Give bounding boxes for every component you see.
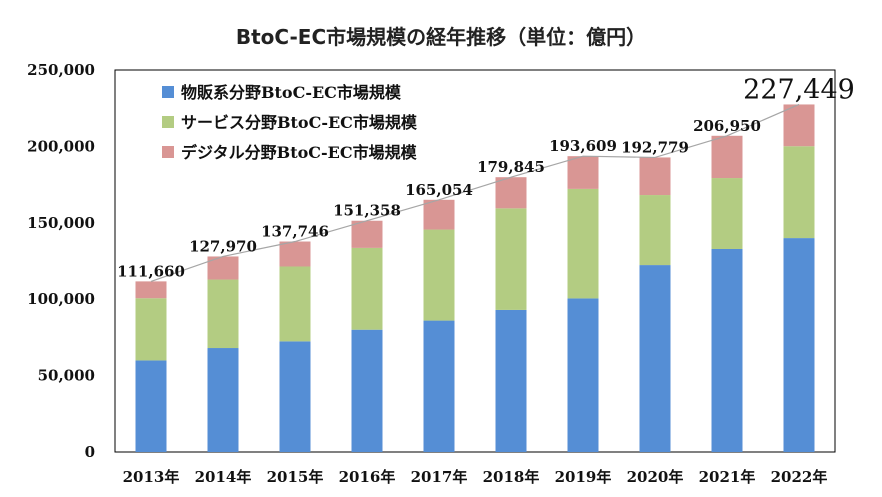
bar-segment-3: [495, 177, 527, 209]
bar-segment-2: [279, 266, 311, 342]
total-trend-line: [150, 103, 800, 282]
x-tick-label: 2020年: [627, 468, 684, 486]
total-label: 137,746: [261, 223, 329, 241]
bar-segment-3: [279, 241, 311, 267]
total-label: 206,950: [693, 117, 761, 135]
bar-segment-2: [423, 229, 455, 321]
legend-label-3: デジタル分野BtoC-EC市場規模: [181, 143, 418, 162]
bar-segment-3: [351, 220, 383, 248]
bar-segment-2: [567, 188, 599, 299]
bar-segment-2: [135, 298, 167, 361]
x-tick-label: 2013年: [123, 468, 180, 486]
bar-segment-3: [567, 156, 599, 189]
bar-segment-3: [711, 135, 743, 179]
y-tick-label: 200,000: [27, 137, 95, 155]
legend-label-2: サービス分野BtoC-EC市場規模: [181, 113, 418, 132]
bar-segment-1: [639, 265, 671, 452]
bar-segment-1: [279, 341, 311, 452]
x-tick-label: 2016年: [339, 468, 396, 486]
x-tick-label: 2021年: [699, 468, 756, 486]
bar-segment-1: [783, 238, 815, 452]
total-label: 179,845: [477, 158, 545, 176]
total-label: 227,449: [743, 74, 855, 105]
y-tick-label: 250,000: [27, 61, 95, 79]
bar-segment-1: [207, 348, 239, 452]
bar-segment-3: [135, 281, 167, 299]
x-tick-label: 2017年: [411, 468, 468, 486]
y-tick-label: 150,000: [27, 214, 95, 232]
bar-segment-3: [783, 104, 815, 147]
legend-swatch-3: [162, 146, 174, 158]
y-tick-label: 0: [85, 443, 95, 461]
bar-segment-2: [495, 208, 527, 310]
bar-segment-1: [135, 360, 167, 452]
total-label: 111,660: [117, 262, 185, 280]
x-tick-label: 2018年: [483, 468, 540, 486]
bar-segment-2: [207, 279, 239, 349]
bar-segment-1: [423, 320, 455, 452]
chart-title: BtoC-EC市場規模の経年推移（単位：億円）: [236, 25, 646, 49]
y-tick-label: 100,000: [27, 290, 95, 308]
total-label: 165,054: [405, 181, 473, 199]
x-tick-label: 2015年: [267, 468, 324, 486]
total-label: 193,609: [549, 137, 617, 155]
bar-segment-2: [783, 146, 815, 239]
bar-segment-1: [351, 329, 383, 452]
bar-segment-1: [711, 248, 743, 452]
y-tick-label: 50,000: [38, 367, 95, 385]
bar-segment-2: [639, 195, 671, 266]
x-tick-label: 2022年: [771, 468, 828, 486]
bar-segment-1: [495, 309, 527, 452]
bar-segment-2: [711, 178, 743, 249]
bar-segment-2: [351, 247, 383, 330]
legend-swatch-2: [162, 116, 174, 128]
x-tick-label: 2019年: [555, 468, 612, 486]
legend-swatch-1: [162, 86, 174, 98]
bar-segment-3: [207, 256, 239, 280]
bar-segment-3: [423, 199, 455, 230]
bar-segment-1: [567, 298, 599, 452]
total-label: 192,779: [621, 138, 689, 156]
total-label: 127,970: [189, 237, 257, 255]
bar-segment-3: [639, 157, 671, 196]
legend-label-1: 物販系分野BtoC-EC市場規模: [181, 83, 402, 102]
total-label: 151,358: [333, 202, 401, 220]
x-tick-label: 2014年: [195, 468, 252, 486]
